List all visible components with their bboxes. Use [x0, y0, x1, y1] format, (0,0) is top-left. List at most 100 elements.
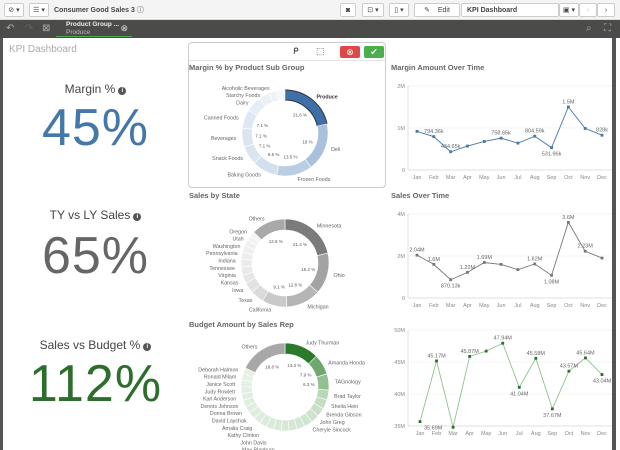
clear-selection-icon[interactable]: ⬚ — [316, 46, 325, 56]
series-line — [416, 106, 603, 153]
data-label: 2.04M — [409, 248, 425, 254]
clear-selections-icon[interactable]: ⊠ — [42, 23, 51, 34]
top-toolbar: ⊘ ▾ ☰ ▾ Consumer Good Sales 3 ⓘ ◙ ⊡ ▾ ▯ ▾ ✎ … — [0, 0, 620, 20]
confirm-selection-button[interactable]: ✔ — [364, 46, 384, 58]
edit-button[interactable]: ✎ Edit — [414, 3, 460, 17]
sheet-name: KPI Dashboard — [461, 3, 559, 17]
donut-slice[interactable] — [281, 419, 290, 432]
data-point[interactable] — [516, 268, 520, 272]
y-tick-label: 45M — [394, 360, 405, 366]
info-icon[interactable]: i — [143, 343, 152, 351]
search-icon[interactable]: ⌕ — [586, 23, 592, 34]
data-point[interactable] — [501, 341, 505, 345]
data-point[interactable] — [533, 262, 537, 266]
info-icon[interactable]: i — [118, 87, 127, 95]
x-tick-label: Oct — [564, 303, 573, 309]
data-point[interactable] — [482, 261, 486, 264]
data-point[interactable] — [466, 144, 469, 148]
slice-label: Janice Scott — [206, 382, 235, 388]
data-point[interactable] — [567, 369, 571, 373]
x-tick-label: Mar — [448, 431, 458, 437]
data-point[interactable] — [600, 256, 604, 260]
data-point[interactable] — [435, 359, 438, 363]
data-point[interactable] — [583, 249, 587, 253]
lasso-icon[interactable]: ᑭ — [293, 46, 299, 56]
donut-slice[interactable] — [240, 258, 253, 268]
kpi-margin-label: Margin % i — [3, 82, 188, 96]
selections-tool-icon[interactable]: ⛶ — [604, 23, 611, 34]
step-back-icon[interactable]: ↶ — [6, 23, 15, 34]
data-point[interactable] — [533, 134, 537, 138]
device-button[interactable]: ▯ ▾ — [389, 3, 409, 17]
donut-slice[interactable] — [316, 373, 330, 391]
selection-chip[interactable]: Product Group ... Produce ⊗ — [56, 21, 132, 37]
presentation-button[interactable]: ⊡ ▾ — [362, 3, 384, 17]
x-tick-label: May — [479, 175, 490, 181]
donut-slice[interactable] — [241, 127, 255, 148]
data-point[interactable] — [418, 420, 422, 423]
margin-donut-panel[interactable]: ᑭ ⬚ ⊗ ✔ — [188, 42, 386, 188]
navigation-menu-button[interactable]: ⊘ ▾ — [4, 3, 24, 17]
previous-sheet-button[interactable]: ‹ — [579, 3, 597, 17]
x-tick-label: Oct — [565, 431, 574, 437]
selection-toolbar: ᑭ ⬚ ⊗ ✔ — [189, 43, 385, 61]
cancel-selection-button[interactable]: ⊗ — [340, 46, 360, 58]
x-tick-label: Dec — [597, 303, 607, 309]
data-point[interactable] — [432, 135, 436, 139]
data-label: 1.5M — [562, 100, 575, 106]
donut-slice[interactable] — [244, 342, 286, 374]
data-label: 37.67M — [543, 413, 562, 419]
data-point[interactable] — [550, 273, 553, 277]
donut-slice[interactable] — [276, 158, 312, 177]
info-icon[interactable]: i — [133, 213, 142, 221]
data-point[interactable] — [415, 129, 419, 133]
app-overview-button[interactable]: ☰ ▾ — [29, 3, 49, 17]
data-point[interactable] — [482, 140, 486, 143]
data-label: 35.69M — [424, 426, 443, 432]
data-point[interactable] — [550, 407, 554, 411]
y-tick-label: 2M — [397, 254, 405, 260]
data-point[interactable] — [499, 136, 503, 140]
next-sheet-button[interactable]: › — [597, 3, 615, 17]
data-point[interactable] — [449, 150, 453, 154]
donut-slice[interactable] — [276, 89, 286, 101]
data-point[interactable] — [499, 263, 503, 266]
data-point[interactable] — [600, 373, 604, 376]
sheets-button[interactable]: ▣ ▾ — [559, 3, 579, 17]
snapshot-button[interactable]: ◙ — [340, 3, 356, 17]
data-point[interactable] — [550, 146, 553, 150]
x-tick-label: Aug — [530, 303, 540, 309]
data-point[interactable] — [466, 270, 469, 274]
data-point[interactable] — [516, 141, 520, 145]
data-label: 2.23M — [578, 244, 594, 250]
data-point[interactable] — [600, 133, 604, 137]
data-point[interactable] — [517, 385, 521, 389]
slice-value-label: 13.3 % — [287, 363, 301, 368]
donut-slice[interactable] — [253, 218, 286, 241]
data-point[interactable] — [484, 349, 488, 353]
data-point[interactable] — [432, 263, 436, 266]
data-point[interactable] — [415, 253, 419, 257]
remove-selection-icon[interactable]: ⊗ — [120, 23, 128, 33]
data-point[interactable] — [566, 221, 570, 224]
x-tick-label: Jul — [516, 431, 523, 437]
close-icon: ⊗ — [346, 47, 354, 57]
chart-title: Budget Amount by Sales Rep — [189, 320, 294, 329]
series-line — [416, 221, 603, 281]
data-point[interactable] — [566, 105, 570, 109]
data-point[interactable] — [583, 127, 587, 130]
data-point[interactable] — [468, 355, 472, 358]
data-point[interactable] — [584, 356, 587, 360]
y-tick-label: 40M — [394, 392, 405, 398]
y-tick-label: 2M — [397, 84, 405, 90]
donut-slice[interactable] — [309, 252, 330, 293]
data-point[interactable] — [449, 278, 453, 282]
selection-field: Product Group ... — [66, 21, 120, 28]
donut-slice[interactable] — [304, 123, 329, 168]
slice-label: Sheila Hein — [331, 404, 358, 410]
step-forward-icon[interactable]: ↷ — [25, 23, 34, 34]
data-point[interactable] — [534, 356, 538, 360]
data-point[interactable] — [451, 425, 455, 429]
slice-label: California — [249, 308, 271, 314]
slice-label: Others — [249, 217, 265, 223]
